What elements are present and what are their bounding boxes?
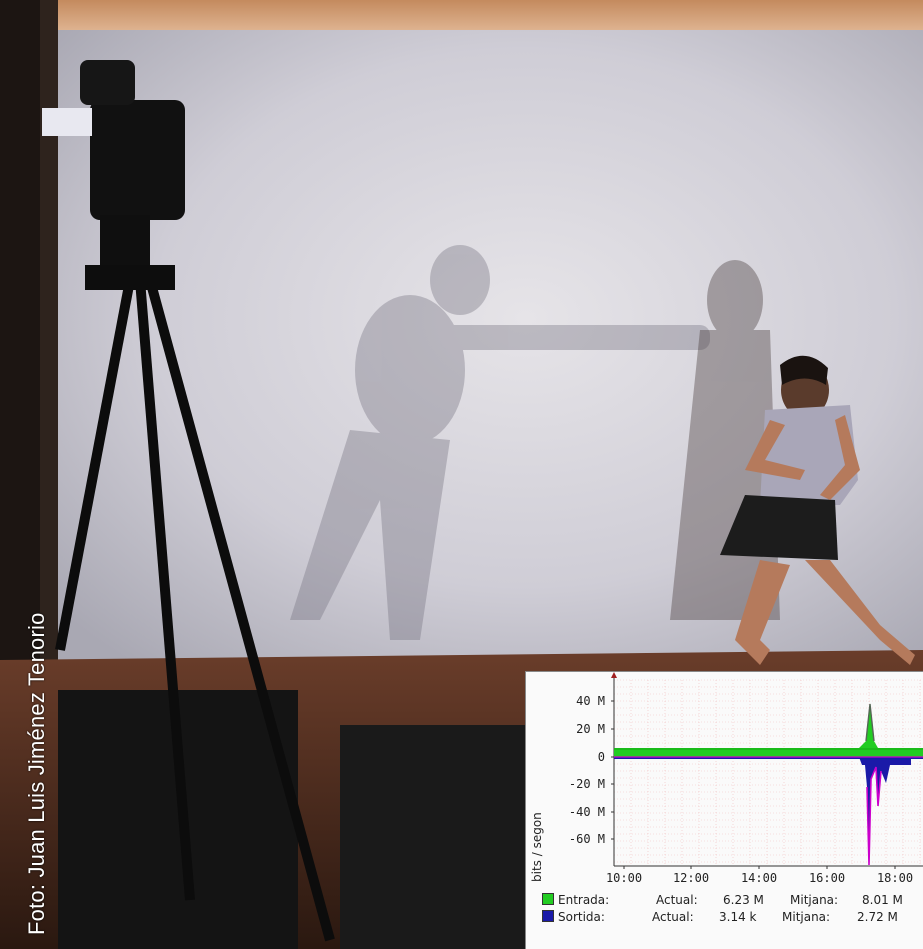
series-entrada-peak-line bbox=[865, 703, 875, 742]
legend-swatch-out bbox=[542, 910, 554, 922]
legend-swatch-in bbox=[542, 893, 554, 905]
x-tick-label: 18:00 bbox=[877, 871, 913, 885]
y-tick-label: -40 M bbox=[569, 805, 605, 819]
legend-in-avg-label: Mitjana: bbox=[790, 893, 839, 907]
y-tick-label: -20 M bbox=[569, 777, 605, 791]
y-axis-label-wrap: bits / segon bbox=[530, 732, 550, 882]
y-tick-label: 40 M bbox=[576, 694, 605, 708]
x-tick-label: 10:00 bbox=[606, 871, 642, 885]
legend-out-actual-label: Actual: bbox=[652, 910, 694, 924]
legend-in-avg: 8.01 M bbox=[862, 893, 903, 907]
network-traffic-graph: 40 M 20 M 0 -20 M -40 M -60 M 10:00 12:00 14:00 1… bbox=[525, 671, 923, 949]
y-tick-label: 0 bbox=[598, 750, 605, 764]
legend-in-actual: 6.23 M bbox=[723, 893, 764, 907]
legend-in-name: Entrada: bbox=[558, 893, 610, 907]
legend-out-name: Sortida: bbox=[558, 910, 605, 924]
x-tick-label: 14:00 bbox=[741, 871, 777, 885]
legend-out-actual: 3.14 k bbox=[719, 910, 757, 924]
x-tick-label: 16:00 bbox=[809, 871, 845, 885]
y-axis-label: bits / segon bbox=[530, 812, 544, 882]
y-tick-label: -60 M bbox=[569, 832, 605, 846]
series-entrada-band bbox=[614, 748, 923, 757]
series-sortida-peak-line bbox=[866, 766, 882, 866]
graph-canvas: 40 M 20 M 0 -20 M -40 M -60 M 10:00 12:00 14:00 1… bbox=[569, 672, 923, 885]
x-tick-label: 12:00 bbox=[673, 871, 709, 885]
legend-entrada: Entrada: Actual: 6.23 M Mitjana: 8.01 M bbox=[542, 893, 903, 907]
legend-out-avg: 2.72 M bbox=[857, 910, 898, 924]
legend-sortida: Sortida: Actual: 3.14 k Mitjana: 2.72 M bbox=[542, 910, 898, 924]
series-sortida-band bbox=[614, 757, 923, 759]
photo-credit: Foto: Juan Luis Jiménez Tenorio bbox=[24, 612, 49, 935]
y-tick-label: 20 M bbox=[576, 722, 605, 736]
series-sortida-spikes bbox=[859, 757, 911, 864]
legend-out-avg-label: Mitjana: bbox=[782, 910, 831, 924]
legend-in-actual-label: Actual: bbox=[656, 893, 698, 907]
y-axis-arrow bbox=[611, 672, 617, 678]
